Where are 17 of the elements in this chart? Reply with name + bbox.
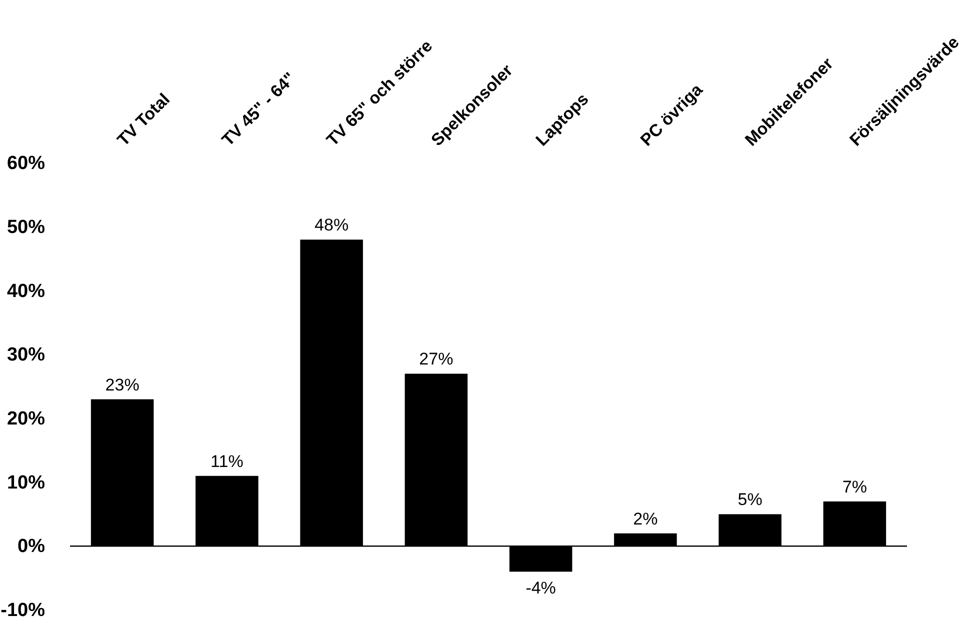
y-tick-label: 20% [6,408,46,430]
data-label: -4% [526,578,556,598]
y-tick-label: 30% [6,344,46,366]
data-label: 5% [738,490,762,510]
x-tick-label: TV 45" - 64" [218,68,300,150]
data-label: 23% [105,375,140,394]
y-tick-label: -10% [0,600,46,622]
y-tick-label: 40% [6,280,46,302]
data-label: 2% [633,509,658,528]
data-label: 11% [210,452,244,471]
y-tick-label: 60% [6,153,46,174]
data-label: 48% [314,216,349,235]
data-label: 27% [419,350,454,369]
y-tick-label: 50% [6,216,46,238]
y-tick-label: 0% [18,536,46,558]
data-label: 7% [842,477,867,496]
y-tick-label: 10% [6,472,46,494]
